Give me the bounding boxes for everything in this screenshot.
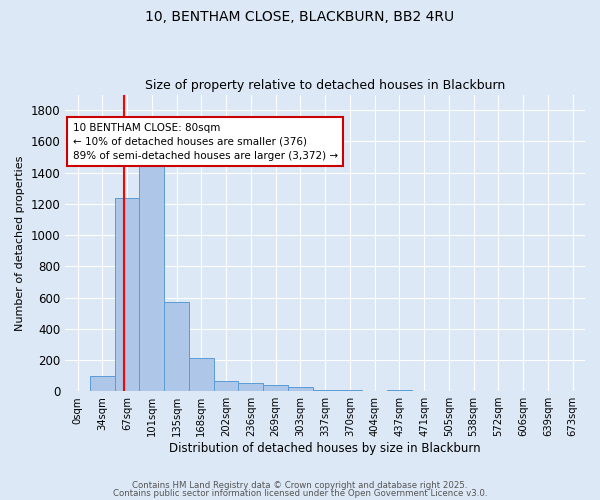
Bar xyxy=(337,390,362,391)
Bar xyxy=(189,358,214,391)
Bar xyxy=(90,376,115,391)
Bar xyxy=(139,158,164,391)
Bar xyxy=(288,387,313,391)
Text: 10, BENTHAM CLOSE, BLACKBURN, BB2 4RU: 10, BENTHAM CLOSE, BLACKBURN, BB2 4RU xyxy=(145,10,455,24)
Title: Size of property relative to detached houses in Blackburn: Size of property relative to detached ho… xyxy=(145,79,505,92)
Bar xyxy=(263,386,288,391)
Bar xyxy=(115,198,139,391)
Bar xyxy=(164,302,189,391)
Bar xyxy=(214,381,238,391)
Bar xyxy=(387,390,412,391)
Y-axis label: Number of detached properties: Number of detached properties xyxy=(15,155,25,330)
Text: Contains public sector information licensed under the Open Government Licence v3: Contains public sector information licen… xyxy=(113,488,487,498)
Bar xyxy=(313,390,337,391)
X-axis label: Distribution of detached houses by size in Blackburn: Distribution of detached houses by size … xyxy=(169,442,481,455)
Bar xyxy=(238,384,263,391)
Text: Contains HM Land Registry data © Crown copyright and database right 2025.: Contains HM Land Registry data © Crown c… xyxy=(132,481,468,490)
Text: 10 BENTHAM CLOSE: 80sqm
← 10% of detached houses are smaller (376)
89% of semi-d: 10 BENTHAM CLOSE: 80sqm ← 10% of detache… xyxy=(73,122,338,160)
